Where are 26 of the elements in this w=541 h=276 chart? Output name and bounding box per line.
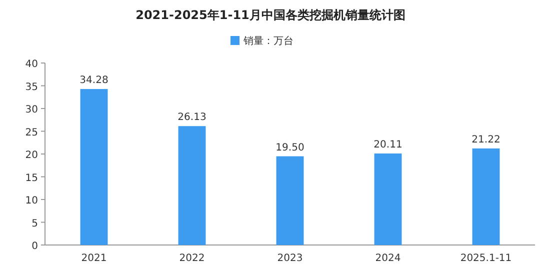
bar: [374, 154, 402, 245]
bar: [178, 126, 206, 245]
bar: [276, 156, 304, 245]
y-tick-label: 15: [25, 172, 38, 184]
bar: [80, 89, 108, 245]
data-label: 26.13: [178, 112, 206, 124]
x-tick-label: 2024: [375, 253, 401, 264]
data-label: 19.50: [276, 142, 304, 154]
y-tick-label: 35: [25, 82, 38, 93]
data-label: 21.22: [472, 134, 500, 146]
data-label: 20.11: [374, 140, 402, 150]
y-tick-label: 25: [25, 127, 38, 138]
x-tick-label: 2025.1-11: [460, 253, 512, 264]
data-label: 34.28: [80, 75, 108, 86]
x-tick-label: 2021: [81, 253, 107, 264]
chart-title: 2021-2025年1-11月中国各类挖掘机销量统计图: [136, 8, 406, 22]
y-tick-label: 10: [25, 196, 38, 206]
y-tick-label: 5: [32, 218, 38, 230]
x-tick-label: 2023: [277, 253, 303, 264]
y-tick-label: 0: [32, 241, 38, 252]
y-tick-label: 30: [25, 104, 38, 116]
bar: [472, 148, 500, 245]
y-tick-label: 40: [25, 59, 38, 70]
legend-label: 销量：万台: [242, 35, 294, 47]
y-tick-label: 20: [25, 150, 38, 161]
x-tick-label: 2022: [179, 253, 205, 264]
